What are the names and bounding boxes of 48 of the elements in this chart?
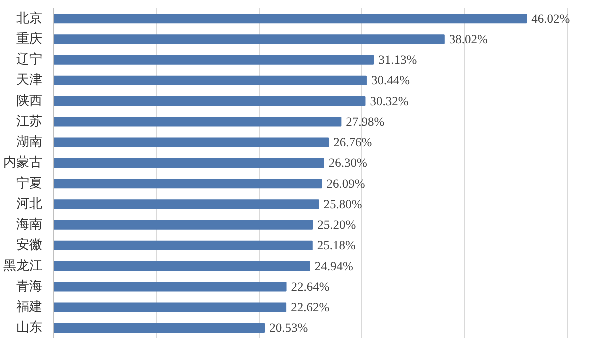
y-tick-label: 湖南 xyxy=(16,135,42,150)
data-label: 27.98% xyxy=(346,114,385,129)
bar xyxy=(54,96,366,106)
bar xyxy=(54,323,266,334)
y-tick-label: 安徽 xyxy=(16,237,42,254)
y-tick-label: 青海 xyxy=(16,279,42,294)
data-label: 30.44% xyxy=(371,74,410,88)
bar xyxy=(54,220,314,230)
y-tick-label: 内蒙古 xyxy=(4,156,42,171)
y-tick-label: 黑龙江 xyxy=(4,258,42,274)
data-label: 38.02% xyxy=(449,32,488,46)
y-tick-label: 福建 xyxy=(16,300,42,316)
y-tick-label: 陕西 xyxy=(16,94,42,109)
bar xyxy=(54,240,313,251)
data-label: 30.32% xyxy=(370,94,409,108)
data-label: 25.18% xyxy=(317,238,356,253)
y-tick-label: 山东 xyxy=(16,320,42,336)
bar xyxy=(54,138,330,148)
bar xyxy=(54,55,374,65)
data-label: 20.53% xyxy=(270,321,308,336)
bar xyxy=(54,14,528,24)
y-tick-label: 天津 xyxy=(16,73,42,88)
bar xyxy=(54,76,367,86)
data-label: 25.20% xyxy=(318,218,356,232)
data-label: 22.64% xyxy=(291,280,330,294)
data-label: 25.80% xyxy=(324,197,362,212)
y-tick-label: 辽宁 xyxy=(16,52,42,68)
y-tick-label: 海南 xyxy=(16,218,42,233)
y-tick-label: 北京 xyxy=(16,11,42,26)
data-label: 26.30% xyxy=(328,156,368,170)
bar xyxy=(54,302,287,312)
data-label: 26.09% xyxy=(326,176,366,191)
y-tick-label: 重庆 xyxy=(16,32,42,47)
bar xyxy=(54,282,287,292)
bar xyxy=(54,261,310,272)
y-tick-label: 宁夏 xyxy=(16,175,42,192)
bar xyxy=(54,158,324,168)
data-label: 24.94% xyxy=(314,259,354,274)
y-tick-label: 江苏 xyxy=(16,114,42,130)
data-label: 46.02% xyxy=(532,12,570,26)
data-label: 22.62% xyxy=(291,300,330,315)
data-label: 26.76% xyxy=(334,136,372,150)
bar xyxy=(54,178,322,189)
y-tick-label: 河北 xyxy=(16,196,42,212)
data-label: 31.13% xyxy=(378,53,418,68)
bar xyxy=(54,34,445,44)
bar xyxy=(54,117,342,127)
bar xyxy=(54,200,320,210)
